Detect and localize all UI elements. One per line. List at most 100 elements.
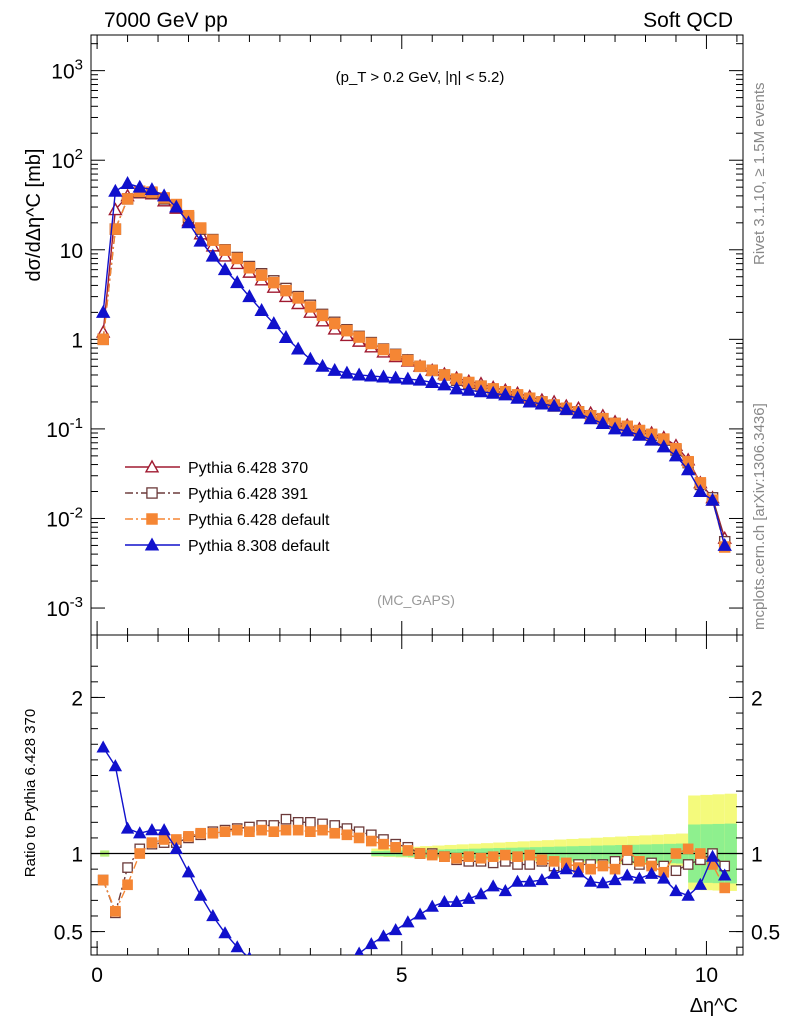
data-point <box>169 199 184 213</box>
data-point <box>475 852 487 864</box>
main-ytick-label: 102 <box>51 146 83 173</box>
data-point <box>268 826 280 838</box>
data-point <box>425 899 439 912</box>
ratio-xlabel: Δη^C <box>690 995 738 1017</box>
data-point <box>437 377 452 391</box>
series-line <box>102 190 726 548</box>
data-point <box>255 269 268 281</box>
data-point <box>365 835 377 847</box>
data-point <box>219 244 231 256</box>
data-point <box>247 951 252 955</box>
data-point <box>498 387 513 401</box>
main-ytick-label: 10-1 <box>46 415 83 442</box>
data-point <box>437 894 452 908</box>
data-point <box>256 962 267 972</box>
data-point <box>169 841 183 854</box>
data-point <box>268 276 280 289</box>
legend: Pythia 6.428 370 Pythia 6.428 391 Pythia 6… <box>125 459 330 555</box>
ratio-xtick-label: 0 <box>91 964 103 987</box>
data-point <box>401 915 415 928</box>
data-point <box>510 390 525 404</box>
ratio-ytick-label: 2 <box>71 687 83 710</box>
data-point <box>388 370 403 384</box>
data-point <box>243 261 256 274</box>
data-point <box>156 188 172 202</box>
data-point <box>426 849 438 861</box>
data-point <box>292 292 304 304</box>
series-pythia-8-308-default <box>95 176 732 551</box>
ratio-ytick-label: 0.5 <box>54 922 83 945</box>
data-point <box>693 484 708 498</box>
data-point <box>364 368 379 382</box>
ratio-ytick-label-right: 2 <box>751 687 763 710</box>
data-point <box>144 182 160 196</box>
data-point <box>280 824 292 836</box>
data-point <box>146 837 158 848</box>
data-point <box>207 234 219 246</box>
data-point <box>402 845 414 856</box>
data-point <box>644 432 659 446</box>
data-point <box>329 964 340 974</box>
ratio-panel: 0.5 0.5 1 1 2 2 0 5 10 Ratio to Pythia 6.428 370… <box>22 634 780 1017</box>
data-point <box>571 405 586 419</box>
data-point <box>680 462 696 476</box>
data-point <box>293 974 304 984</box>
ratio-series-layer <box>96 740 732 984</box>
data-point <box>120 821 135 834</box>
data-point <box>280 284 292 297</box>
data-point <box>108 202 123 216</box>
data-point <box>353 832 365 844</box>
data-point <box>414 848 426 859</box>
data-point <box>524 849 536 861</box>
data-point <box>462 891 476 904</box>
data-point <box>303 351 318 365</box>
data-point <box>341 324 353 337</box>
data-point <box>487 851 499 862</box>
mcplots-label: mcplots.cern.ch [arXiv:1306.3436] <box>751 403 768 630</box>
ratio-ylabel: Ratio to Pythia 6.428 370 <box>22 709 39 877</box>
data-point <box>181 215 196 229</box>
data-point <box>266 316 281 330</box>
data-point <box>327 362 342 376</box>
data-point <box>132 179 147 193</box>
data-point <box>315 358 330 372</box>
main-ytick-label: 103 <box>51 57 83 84</box>
data-point <box>268 968 279 978</box>
data-point <box>412 372 428 386</box>
data-point <box>110 905 121 917</box>
data-point <box>547 866 561 879</box>
main-ytick-label: 10-2 <box>46 504 83 531</box>
data-point <box>534 396 550 410</box>
data-point <box>559 862 573 875</box>
ratio-frame <box>90 634 744 956</box>
main-series-layer <box>95 176 732 553</box>
data-point <box>473 384 489 398</box>
data-point <box>346 954 348 955</box>
main-ytick-label: 1 <box>71 329 83 352</box>
data-point <box>425 375 440 388</box>
data-point <box>217 262 233 276</box>
data-point <box>120 176 135 189</box>
data-point <box>304 301 317 313</box>
data-point <box>620 868 634 881</box>
data-point <box>546 398 562 412</box>
data-point <box>632 871 647 884</box>
data-point <box>474 887 488 900</box>
data-point <box>305 826 316 838</box>
header-right: Soft QCD <box>643 9 733 32</box>
data-point <box>328 317 341 330</box>
data-point <box>439 851 450 862</box>
ratio-series-pythia-8-308-default <box>96 740 732 984</box>
data-point <box>108 759 123 772</box>
data-point <box>354 946 364 955</box>
data-point <box>463 851 475 862</box>
data-point <box>242 289 257 303</box>
ratio-series-line <box>102 829 726 914</box>
data-point <box>133 826 147 839</box>
data-point <box>510 874 525 887</box>
data-point <box>146 487 158 499</box>
data-point <box>621 845 633 856</box>
data-point <box>595 416 611 429</box>
data-point <box>95 304 111 318</box>
data-point <box>705 492 720 506</box>
